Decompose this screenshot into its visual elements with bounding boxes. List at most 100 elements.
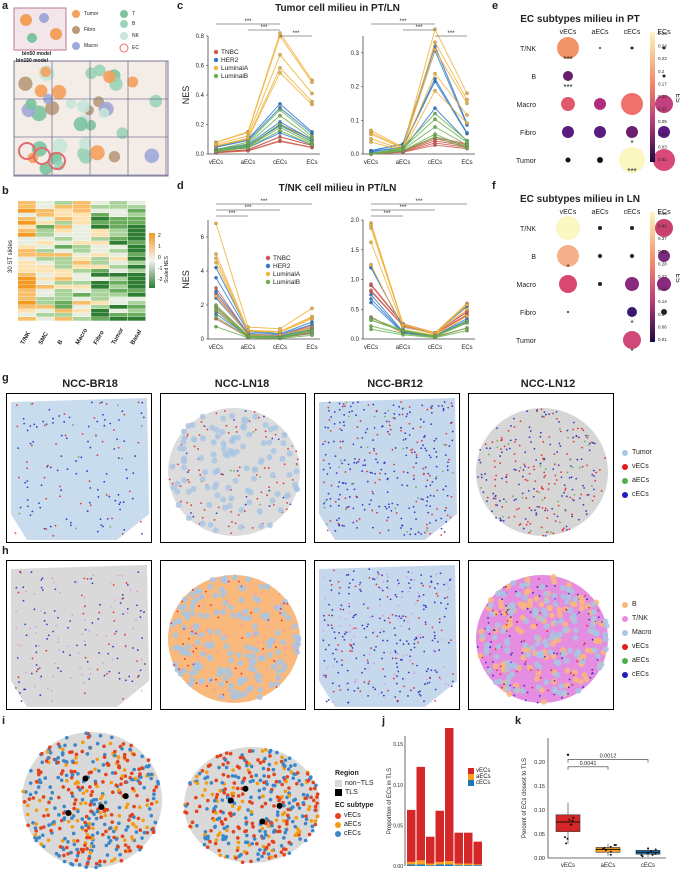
- ec-spot: [37, 771, 41, 776]
- spot: [543, 476, 546, 479]
- spot: [528, 531, 531, 534]
- spot: [247, 659, 250, 662]
- spot: [322, 468, 325, 471]
- spot: [447, 461, 449, 464]
- spot: [30, 403, 33, 405]
- ec-spot: [258, 848, 262, 852]
- spot: [89, 487, 92, 489]
- ec-spot: [212, 818, 216, 822]
- spot: [521, 492, 524, 495]
- ec-spot: [107, 841, 111, 845]
- spot: [54, 524, 57, 527]
- spot: [223, 579, 225, 582]
- spot: [591, 485, 593, 487]
- spot: [126, 611, 129, 614]
- spot: [397, 617, 400, 620]
- heatmap-cell: [36, 229, 55, 233]
- spot: [579, 466, 581, 469]
- spot: [402, 685, 405, 688]
- spot: [443, 615, 446, 618]
- spot: [408, 422, 411, 425]
- spot: [546, 630, 549, 633]
- ec-spot: [70, 816, 74, 820]
- spot: [112, 429, 115, 431]
- spot: [495, 516, 497, 519]
- spot: [233, 470, 235, 472]
- spot: [257, 655, 264, 662]
- spot: [540, 454, 543, 457]
- heatmap-cell: [109, 217, 128, 221]
- spot: [323, 501, 326, 504]
- data-point: [214, 303, 218, 307]
- spot: [25, 590, 28, 593]
- bar-segment: [426, 836, 435, 864]
- spot: [485, 625, 492, 632]
- spot: [507, 621, 514, 628]
- spot: [500, 436, 503, 439]
- spot: [384, 412, 387, 414]
- spot: [547, 689, 550, 692]
- spot: [353, 636, 356, 638]
- ec-spot: [237, 765, 242, 770]
- spot: [544, 413, 547, 416]
- spot: [394, 447, 397, 449]
- ec-spot: [149, 813, 154, 818]
- sig-stars: ***: [399, 19, 407, 25]
- cell-icon: [51, 84, 67, 100]
- heatmap-cell: [36, 257, 55, 261]
- spot: [383, 682, 386, 685]
- spot: [530, 441, 532, 443]
- dotplot-dot: [556, 216, 580, 240]
- ec-spot: [79, 801, 83, 806]
- spot: [192, 515, 195, 518]
- colorbar-tick: 0.24: [658, 44, 667, 49]
- spot: [444, 485, 447, 488]
- spot: [594, 653, 601, 660]
- data-point: [433, 71, 437, 76]
- ec-spot: [75, 839, 80, 843]
- spot: [227, 580, 230, 583]
- spot: [401, 524, 403, 527]
- ec-spot: [272, 772, 276, 777]
- legend-g-aecs: aECs: [632, 477, 650, 484]
- spot: [281, 432, 288, 439]
- spot: [280, 611, 287, 618]
- spot: [417, 497, 419, 499]
- legend-dot: [265, 279, 271, 285]
- spot: [190, 485, 197, 492]
- ec-spot: [122, 768, 127, 772]
- data-point: [278, 31, 282, 35]
- spot: [139, 616, 142, 619]
- sig-stars: *: [630, 347, 633, 356]
- spot: [391, 613, 394, 616]
- spot: [572, 635, 579, 642]
- ec-spot: [95, 809, 100, 814]
- spot: [374, 472, 377, 475]
- spot: [411, 448, 414, 451]
- spot: [588, 618, 591, 621]
- ec-spot: [113, 753, 117, 758]
- legend-j-cecs: cECs: [476, 780, 491, 786]
- spot: [568, 476, 571, 479]
- data-point: [433, 135, 437, 139]
- panel-e-title: EC subtypes milieu in PT: [520, 14, 640, 25]
- spot: [367, 404, 370, 406]
- heatmap-cell: [72, 285, 91, 289]
- ec-spot: [94, 816, 99, 821]
- heatmap-cell: [18, 301, 36, 305]
- spot: [115, 630, 118, 633]
- ec-spot: [99, 815, 103, 820]
- spot: [434, 669, 437, 672]
- x-tick-label: vECs: [209, 345, 223, 351]
- spot: [591, 499, 594, 502]
- spot: [347, 603, 350, 605]
- spot: [407, 643, 410, 645]
- legend-label: TNBC: [221, 49, 239, 56]
- spot: [117, 574, 120, 577]
- spot: [522, 642, 529, 649]
- ec-spot: [49, 796, 53, 801]
- ec-spot: [87, 835, 92, 840]
- spot: [493, 459, 496, 462]
- data-point: [278, 329, 282, 334]
- ec-spot: [314, 783, 318, 788]
